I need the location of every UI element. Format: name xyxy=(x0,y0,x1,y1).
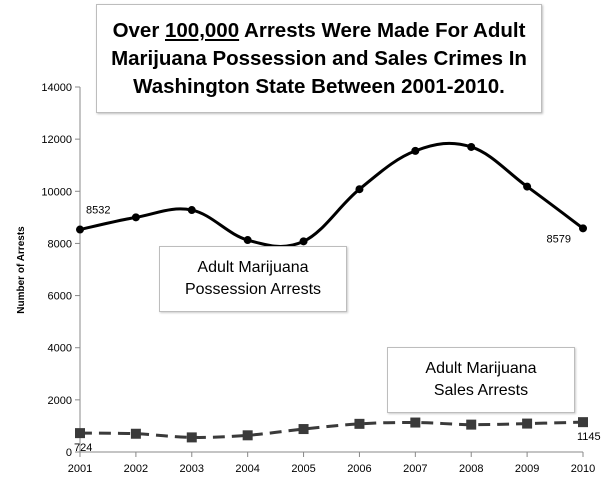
possession-callout-line-1: Adult Marijuana xyxy=(197,259,309,276)
data-point xyxy=(298,424,309,435)
x-tick-labels: 2001 2002 2003 2004 2005 2006 2007 2008 2009 2010 xyxy=(68,463,595,475)
series-line-sales xyxy=(79,420,584,439)
title-underlined: 100,000 xyxy=(165,18,240,42)
data-point xyxy=(410,417,421,428)
data-point xyxy=(522,418,533,429)
sales-series-callout: Adult Marijuana Sales Arrests xyxy=(387,347,575,413)
data-point xyxy=(578,417,588,428)
data-label: 1145 xyxy=(577,431,601,443)
y-tick-labels: 0 2000 4000 6000 8000 10000 12000 14000 xyxy=(41,82,72,459)
possession-series-callout: Adult Marijuana Possession Arrests xyxy=(159,246,347,312)
x-tick-label: 2008 xyxy=(459,463,483,475)
series-markers xyxy=(75,142,588,443)
x-tick-label: 2002 xyxy=(124,463,148,475)
data-point xyxy=(187,206,196,215)
sales-callout-line-1: Adult Marijuana xyxy=(425,360,537,377)
x-tick-label: 2007 xyxy=(403,463,427,475)
data-labels: 8532 8579 724 1145 xyxy=(74,205,601,455)
data-label: 8579 xyxy=(547,233,571,245)
data-point xyxy=(355,185,364,194)
x-tick-label: 2003 xyxy=(180,463,204,475)
data-point xyxy=(523,182,532,191)
x-tick-label: 2006 xyxy=(347,463,371,475)
y-tick-label: 14000 xyxy=(41,82,72,94)
x-tick-label: 2005 xyxy=(291,463,315,475)
data-point xyxy=(354,418,365,429)
series-line-possession xyxy=(79,141,584,248)
x-tick-label: 2001 xyxy=(68,463,92,475)
y-tick-label: 8000 xyxy=(48,238,72,250)
data-point xyxy=(131,213,140,222)
title-after: Arrests Were Made For Adult Marijuana Po… xyxy=(111,18,527,98)
title-before: Over xyxy=(112,18,165,42)
y-tick-label: 0 xyxy=(66,447,72,459)
y-axis-label: Number of Arrests xyxy=(16,226,27,314)
data-point xyxy=(579,224,587,233)
data-point xyxy=(243,236,252,245)
possession-callout-line-2: Possession Arrests xyxy=(184,281,322,298)
data-point xyxy=(130,428,141,439)
chart-axes xyxy=(75,86,584,457)
y-tick-label: 2000 xyxy=(48,395,72,407)
data-point xyxy=(75,428,85,439)
data-label: 724 xyxy=(74,442,92,454)
data-point xyxy=(467,142,476,151)
sales-callout-line-2: Sales Arrests xyxy=(433,382,529,399)
data-point xyxy=(76,225,84,234)
data-label: 8532 xyxy=(86,205,110,217)
series-lines xyxy=(79,141,584,439)
chart-title: Over 100,000 Arrests Were Made For Adult… xyxy=(97,17,541,101)
data-point xyxy=(242,430,253,441)
y-tick-label: 12000 xyxy=(41,134,72,146)
chart-title-box: Over 100,000 Arrests Were Made For Adult… xyxy=(96,4,542,113)
y-tick-label: 10000 xyxy=(41,186,72,198)
x-tick-label: 2009 xyxy=(515,463,539,475)
data-point xyxy=(466,419,477,430)
data-point xyxy=(299,237,308,246)
data-point xyxy=(186,432,197,443)
y-tick-label: 4000 xyxy=(48,343,72,355)
x-tick-label: 2010 xyxy=(571,463,595,475)
x-tick-label: 2004 xyxy=(235,463,259,475)
data-point xyxy=(411,146,420,155)
y-tick-label: 6000 xyxy=(48,291,72,303)
